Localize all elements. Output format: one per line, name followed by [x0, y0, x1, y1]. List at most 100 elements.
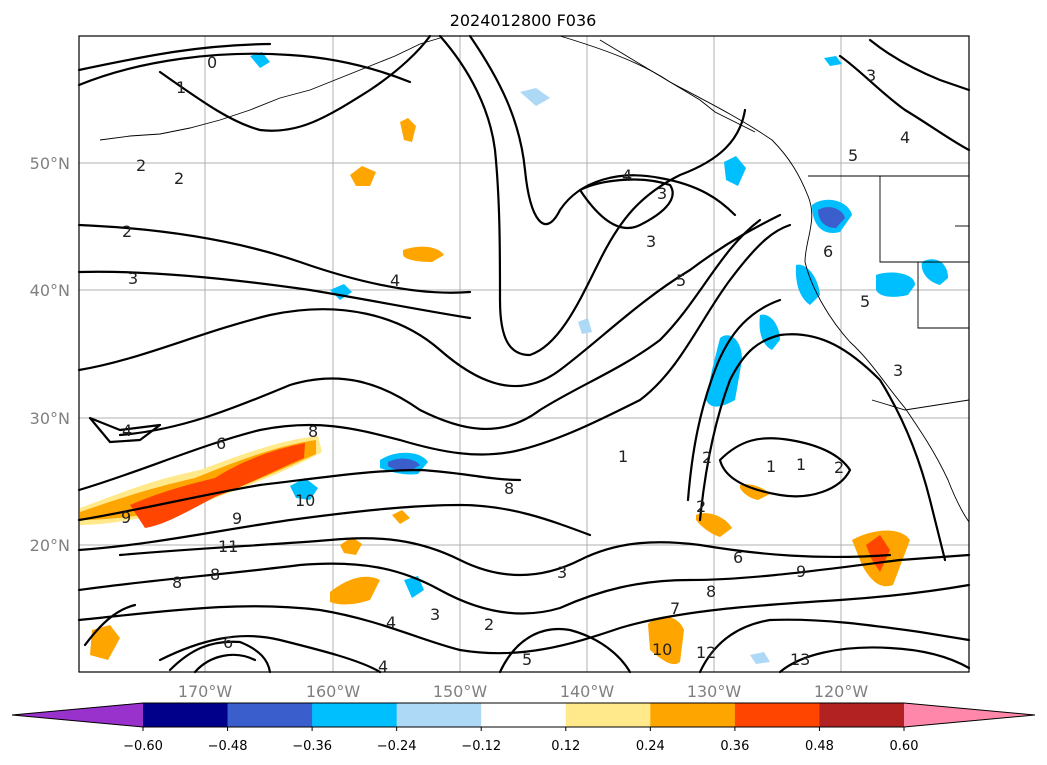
contour-line [118, 537, 892, 577]
shade-negative [818, 207, 845, 228]
map-title: 2024012800 F036 [450, 11, 597, 30]
contour-label: 5 [860, 292, 870, 311]
contour-label: 12 [696, 643, 716, 662]
contour-label: 9 [121, 508, 131, 527]
contours [77, 34, 971, 674]
shade-negative [520, 88, 550, 106]
shade-negative [724, 156, 746, 186]
contour-label: 3 [866, 66, 876, 85]
contour-label: 11 [218, 537, 238, 556]
colorbar-segment [734, 703, 820, 727]
contour-label: 9 [232, 509, 242, 528]
graticule [79, 36, 969, 672]
contour-label: 13 [790, 650, 810, 669]
shade-negative [921, 259, 948, 285]
contour-label: 6 [216, 434, 226, 453]
colorbar-segment [227, 703, 313, 727]
contour-label: 4 [622, 166, 632, 185]
latitude-labels: 50°N 40°N 30°N 20°N [30, 154, 70, 555]
contour-label: 6 [223, 633, 233, 652]
contour-line [77, 553, 971, 615]
colorbar-tick-label: 0.12 [551, 739, 580, 754]
colorbar-segment [143, 703, 229, 727]
colorbar-segment [312, 703, 398, 727]
contour-label: 4 [900, 128, 910, 147]
contour-label: 3 [893, 361, 903, 380]
shade-negative [824, 56, 842, 66]
contour-label: 4 [386, 613, 396, 632]
colorbar-extend-max [904, 703, 1035, 727]
contour-line [77, 52, 412, 87]
contour-label: 3 [557, 563, 567, 582]
colorbar-segment [819, 703, 905, 727]
contour-label: 6 [733, 548, 743, 567]
contour-line [698, 618, 971, 674]
colorbar-tick-label: 0.36 [720, 739, 749, 754]
contour-label: 2 [174, 169, 184, 188]
contour-label: 4 [122, 421, 132, 440]
contour-label: 8 [706, 582, 716, 601]
shade-positive [340, 537, 362, 555]
contour-label: 4 [390, 271, 400, 290]
colorbar-extend-min [12, 703, 143, 727]
colorbar-tick-label: −0.12 [461, 739, 501, 754]
colorbar-tick-label: −0.48 [208, 739, 248, 754]
colorbar-tick-label: −0.60 [123, 739, 163, 754]
lon-label: 120°W [814, 682, 869, 701]
contour-label: 2 [834, 458, 844, 477]
shade-positive [696, 513, 732, 537]
colorbar-tick-label: −0.36 [292, 739, 332, 754]
coastline-alaska-panhandle [599, 39, 756, 133]
colorbar-segment [481, 703, 567, 727]
contour-label: 3 [128, 269, 138, 288]
contour-line [88, 416, 162, 444]
contour-line [77, 42, 272, 72]
state-border [879, 176, 969, 263]
contour-label: 5 [676, 271, 686, 290]
colorbar-tick-label: 0.24 [636, 739, 665, 754]
contour-label: 2 [136, 156, 146, 175]
contour-label: 10 [295, 491, 315, 510]
colorbar-tick-label: −0.24 [377, 739, 417, 754]
contour-label: 2 [696, 497, 706, 516]
contour-label: 3 [657, 184, 667, 203]
aleutian-islands [99, 37, 441, 141]
shade-negative [578, 318, 592, 334]
coastline-na [559, 35, 970, 523]
contour-label: 9 [796, 562, 806, 581]
contour-label: 0 [207, 53, 217, 72]
contour-line [718, 437, 852, 498]
contour-line [77, 223, 792, 492]
contour-labels: 0 1 2 2 2 3 4 4 4 5 3 3 5 6 5 3 4 2 1 1 … [121, 53, 910, 676]
shade-positive [648, 616, 684, 665]
contour-label: 3 [430, 605, 440, 624]
contour-line [77, 223, 472, 294]
shade-positive [350, 166, 376, 186]
contour-label: 1 [176, 78, 186, 97]
lat-label: 50°N [30, 154, 70, 173]
state-border [917, 262, 969, 329]
contour-line [168, 640, 272, 674]
contour-label: 7 [670, 599, 680, 618]
colorbar-tick-label: 0.60 [890, 739, 919, 754]
shade-positive [740, 484, 770, 500]
contour-label: 8 [210, 565, 220, 584]
contour-label: 8 [504, 479, 514, 498]
shade-negative [706, 335, 742, 407]
longitude-labels: 170°W 160°W 150°W 140°W 130°W 120°W [178, 682, 869, 701]
map-panel: 0 1 2 2 2 3 4 4 4 5 3 3 5 6 5 3 4 2 1 1 … [77, 34, 971, 676]
contour-line [118, 218, 762, 437]
shade-negative [388, 458, 420, 471]
lat-label: 30°N [30, 409, 70, 428]
shade-negative [876, 272, 915, 297]
contour-line [193, 653, 257, 674]
contour-line [158, 634, 382, 674]
lon-label: 150°W [433, 682, 488, 701]
contour-line [498, 627, 632, 674]
contour-label: 1 [796, 455, 806, 474]
shade-positive [130, 443, 305, 528]
lat-label: 40°N [30, 281, 70, 300]
contour-label: 4 [378, 657, 388, 676]
contour-line [77, 213, 782, 388]
